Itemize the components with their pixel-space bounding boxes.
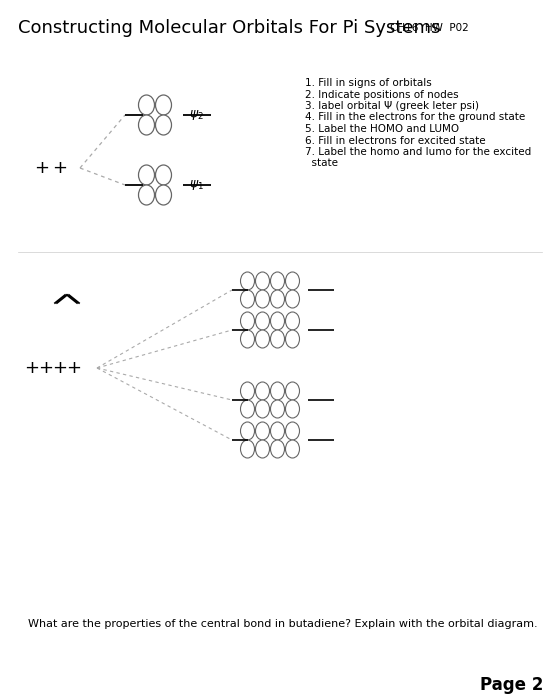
Ellipse shape xyxy=(270,272,284,290)
Text: $\psi_1$: $\psi_1$ xyxy=(189,178,204,192)
Text: 4. Fill in the electrons for the ground state: 4. Fill in the electrons for the ground … xyxy=(305,113,525,122)
Text: +: + xyxy=(35,159,49,177)
Ellipse shape xyxy=(156,185,171,205)
Ellipse shape xyxy=(255,422,269,440)
Ellipse shape xyxy=(270,400,284,418)
Ellipse shape xyxy=(156,95,171,115)
Ellipse shape xyxy=(240,312,254,330)
Ellipse shape xyxy=(286,330,300,348)
Ellipse shape xyxy=(240,330,254,348)
Ellipse shape xyxy=(255,312,269,330)
Text: +: + xyxy=(67,359,82,377)
Ellipse shape xyxy=(286,312,300,330)
Ellipse shape xyxy=(255,382,269,400)
Ellipse shape xyxy=(286,272,300,290)
Ellipse shape xyxy=(255,440,269,458)
Ellipse shape xyxy=(286,400,300,418)
Ellipse shape xyxy=(138,165,155,185)
Text: What are the properties of the central bond in butadiene? Explain with the orbit: What are the properties of the central b… xyxy=(28,619,538,629)
Ellipse shape xyxy=(138,95,155,115)
Ellipse shape xyxy=(270,290,284,308)
Text: Page 2: Page 2 xyxy=(480,676,543,694)
Text: +: + xyxy=(53,359,68,377)
Text: 5. Label the HOMO and LUMO: 5. Label the HOMO and LUMO xyxy=(305,124,459,134)
Ellipse shape xyxy=(270,312,284,330)
Ellipse shape xyxy=(270,330,284,348)
Ellipse shape xyxy=(240,440,254,458)
Ellipse shape xyxy=(270,440,284,458)
Ellipse shape xyxy=(156,115,171,135)
Text: 6. Fill in electrons for excited state: 6. Fill in electrons for excited state xyxy=(305,136,486,146)
Ellipse shape xyxy=(156,165,171,185)
Ellipse shape xyxy=(138,185,155,205)
Ellipse shape xyxy=(286,382,300,400)
Text: 3. label orbital Ψ (greek leter psi): 3. label orbital Ψ (greek leter psi) xyxy=(305,101,479,111)
Ellipse shape xyxy=(270,382,284,400)
Ellipse shape xyxy=(240,400,254,418)
Text: $\psi_2$: $\psi_2$ xyxy=(189,108,204,122)
Ellipse shape xyxy=(255,290,269,308)
Text: CH16  HW  P02: CH16 HW P02 xyxy=(390,23,469,33)
Ellipse shape xyxy=(286,290,300,308)
Text: Constructing Molecular Orbitals For Pi Systems: Constructing Molecular Orbitals For Pi S… xyxy=(18,19,440,37)
Ellipse shape xyxy=(286,440,300,458)
Text: +: + xyxy=(53,159,68,177)
Ellipse shape xyxy=(240,422,254,440)
Text: 7. Label the homo and lumo for the excited: 7. Label the homo and lumo for the excit… xyxy=(305,147,531,157)
Text: +: + xyxy=(25,359,40,377)
Ellipse shape xyxy=(270,422,284,440)
Text: 1. Fill in signs of orbitals: 1. Fill in signs of orbitals xyxy=(305,78,432,88)
Text: state: state xyxy=(305,158,338,169)
Ellipse shape xyxy=(240,272,254,290)
Ellipse shape xyxy=(255,400,269,418)
Ellipse shape xyxy=(240,290,254,308)
Ellipse shape xyxy=(240,382,254,400)
Ellipse shape xyxy=(255,272,269,290)
Ellipse shape xyxy=(286,422,300,440)
Ellipse shape xyxy=(255,330,269,348)
Text: +: + xyxy=(39,359,54,377)
Ellipse shape xyxy=(138,115,155,135)
Text: 2. Indicate positions of nodes: 2. Indicate positions of nodes xyxy=(305,90,459,99)
